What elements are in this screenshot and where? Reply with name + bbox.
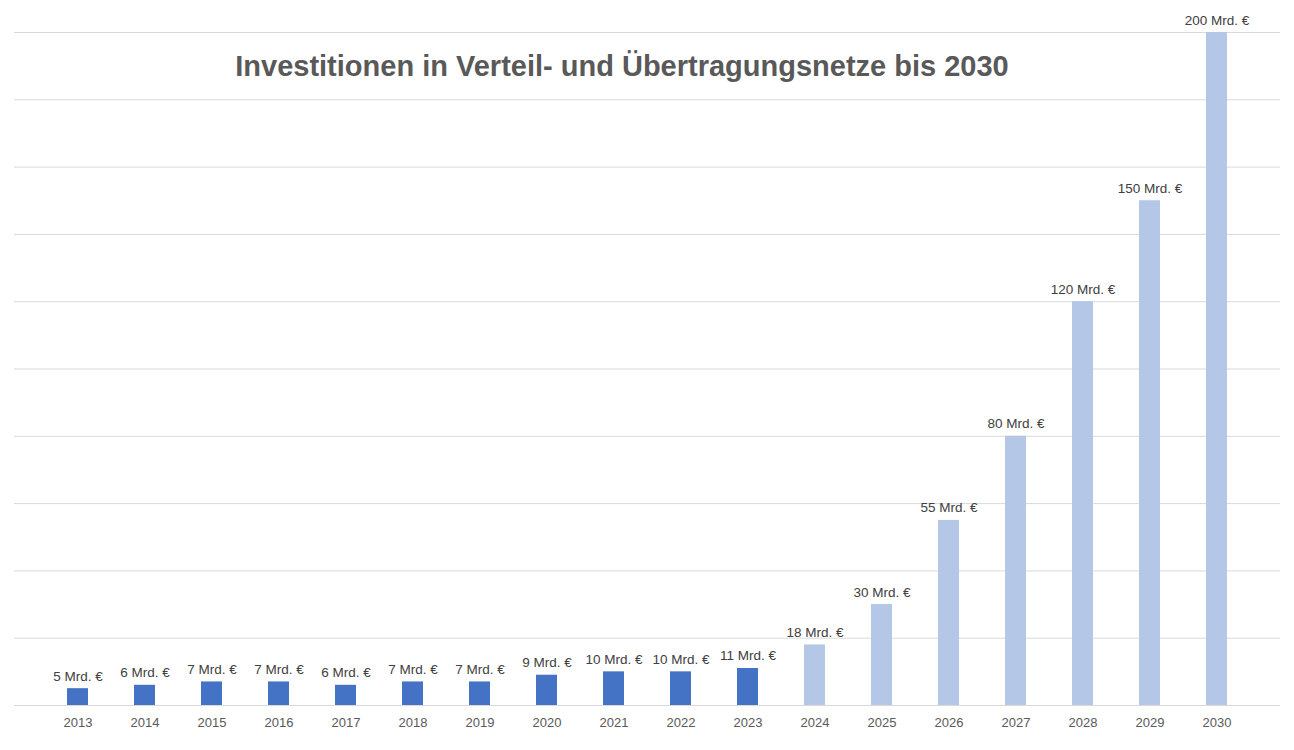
svg-text:2013: 2013 bbox=[64, 715, 93, 730]
svg-text:30 Mrd. €: 30 Mrd. € bbox=[853, 585, 911, 600]
svg-text:2019: 2019 bbox=[466, 715, 495, 730]
svg-text:10 Mrd. €: 10 Mrd. € bbox=[652, 652, 710, 667]
svg-text:150 Mrd. €: 150 Mrd. € bbox=[1118, 181, 1183, 196]
svg-text:5 Mrd. €: 5 Mrd. € bbox=[53, 669, 103, 684]
svg-text:80 Mrd. €: 80 Mrd. € bbox=[987, 416, 1045, 431]
svg-text:7 Mrd. €: 7 Mrd. € bbox=[455, 662, 505, 677]
svg-text:2026: 2026 bbox=[935, 715, 964, 730]
svg-text:2022: 2022 bbox=[667, 715, 696, 730]
svg-text:55 Mrd. €: 55 Mrd. € bbox=[920, 500, 978, 515]
svg-text:7 Mrd. €: 7 Mrd. € bbox=[254, 662, 304, 677]
svg-text:10 Mrd. €: 10 Mrd. € bbox=[585, 652, 643, 667]
svg-text:11 Mrd. €: 11 Mrd. € bbox=[720, 648, 777, 663]
svg-text:2023: 2023 bbox=[734, 715, 763, 730]
svg-text:2018: 2018 bbox=[399, 715, 428, 730]
svg-text:7 Mrd. €: 7 Mrd. € bbox=[187, 662, 237, 677]
svg-text:2024: 2024 bbox=[801, 715, 830, 730]
svg-text:2016: 2016 bbox=[265, 715, 294, 730]
svg-text:2017: 2017 bbox=[332, 715, 361, 730]
svg-text:2025: 2025 bbox=[868, 715, 897, 730]
svg-text:120 Mrd. €: 120 Mrd. € bbox=[1051, 282, 1116, 297]
svg-text:7 Mrd. €: 7 Mrd. € bbox=[388, 662, 438, 677]
svg-text:6 Mrd. €: 6 Mrd. € bbox=[120, 665, 170, 680]
svg-text:200 Mrd. €: 200 Mrd. € bbox=[1185, 13, 1250, 28]
svg-text:2027: 2027 bbox=[1002, 715, 1031, 730]
svg-text:2029: 2029 bbox=[1136, 715, 1165, 730]
svg-text:2030: 2030 bbox=[1203, 715, 1232, 730]
svg-text:2014: 2014 bbox=[131, 715, 160, 730]
html-text:Investitionen in Verteil- und: Investitionen in Verteil- und Übertragun… bbox=[235, 50, 1009, 82]
svg-text:2028: 2028 bbox=[1069, 715, 1098, 730]
svg-text:6 Mrd. €: 6 Mrd. € bbox=[321, 665, 371, 680]
svg-text:2015: 2015 bbox=[198, 715, 227, 730]
svg-text:9 Mrd. €: 9 Mrd. € bbox=[522, 655, 572, 670]
svg-text:2021: 2021 bbox=[600, 715, 629, 730]
svg-text:2020: 2020 bbox=[533, 715, 562, 730]
svg-text:18 Mrd. €: 18 Mrd. € bbox=[786, 625, 844, 640]
